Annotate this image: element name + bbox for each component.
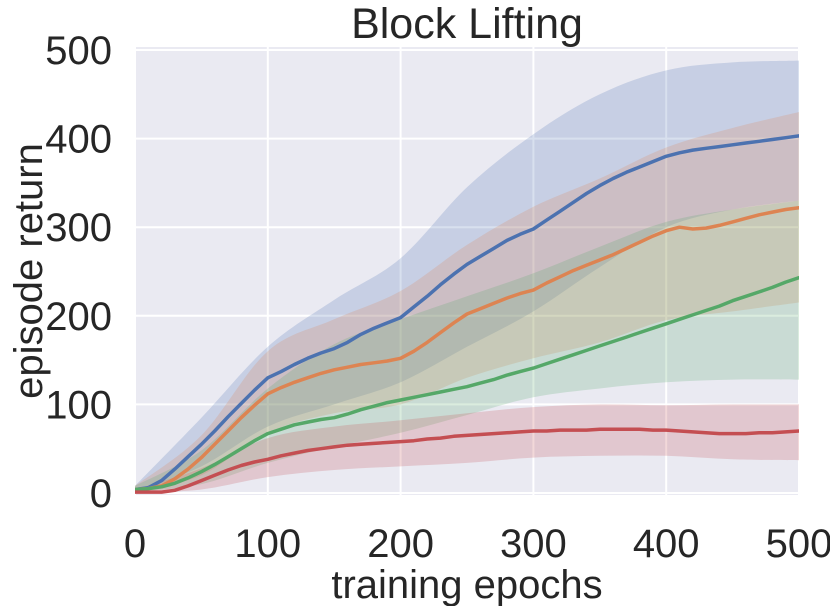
x-tick-label: 400 — [633, 522, 700, 566]
x-tick-label: 200 — [367, 522, 434, 566]
x-tick-label: 500 — [766, 522, 830, 566]
confidence-band-orange-curve — [135, 112, 799, 493]
y-tick-label: 100 — [45, 383, 112, 427]
series-line-orange-curve — [135, 205, 799, 492]
y-tick-label: 200 — [45, 295, 112, 339]
y-tick-label: 500 — [45, 29, 112, 73]
chart-title: Block Lifting — [351, 0, 583, 48]
x-tick-labels: 0 100 200 300 400 500 — [124, 522, 830, 566]
x-tick-label: 100 — [234, 522, 301, 566]
y-tick-label: 300 — [45, 206, 112, 250]
x-tick-label: 0 — [124, 522, 146, 566]
series-line-green-curve — [135, 275, 799, 492]
y-tick-label: 0 — [90, 472, 112, 516]
x-axis-label: training epochs — [331, 563, 602, 606]
y-tick-label: 400 — [45, 118, 112, 162]
confidence-band-red-curve — [135, 404, 799, 493]
series-line-red-curve — [135, 427, 799, 494]
series-line-blue-curve — [135, 134, 799, 492]
y-tick-labels: 0 100 200 300 400 500 — [45, 29, 112, 516]
plot-background — [135, 47, 799, 495]
plot-area — [134, 47, 800, 495]
confidence-band-green-curve — [135, 200, 799, 493]
x-tick-label: 300 — [500, 522, 567, 566]
y-axis-label: episode return — [7, 143, 51, 399]
